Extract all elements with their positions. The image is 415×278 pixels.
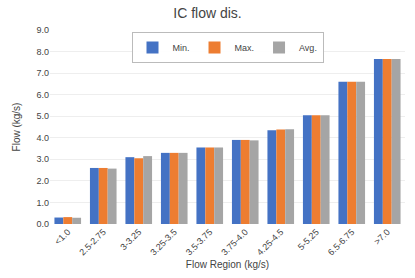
svg-text:Max.: Max. xyxy=(235,43,255,53)
svg-text:3.5-3.75: 3.5-3.75 xyxy=(184,227,214,257)
svg-text:2.0: 2.0 xyxy=(36,176,49,186)
svg-text:1.0: 1.0 xyxy=(36,198,49,208)
svg-text:<1.0: <1.0 xyxy=(53,227,73,247)
svg-text:9.0: 9.0 xyxy=(36,25,49,35)
svg-text:3.25-3.5: 3.25-3.5 xyxy=(148,227,178,257)
svg-text:Flow (kg/s): Flow (kg/s) xyxy=(11,103,22,152)
svg-text:Min.: Min. xyxy=(173,43,190,53)
svg-text:6.5-6.75: 6.5-6.75 xyxy=(326,227,356,257)
svg-text:6.0: 6.0 xyxy=(36,90,49,100)
svg-text:8.0: 8.0 xyxy=(36,47,49,57)
svg-text:>7.0: >7.0 xyxy=(372,227,392,247)
svg-text:4.25-4.5: 4.25-4.5 xyxy=(255,227,285,257)
svg-text:5-5.25: 5-5.25 xyxy=(296,227,321,252)
svg-text:7.0: 7.0 xyxy=(36,68,49,78)
svg-text:3-3.25: 3-3.25 xyxy=(118,227,143,252)
svg-text:3.0: 3.0 xyxy=(36,154,49,164)
svg-text:2.5-2.75: 2.5-2.75 xyxy=(77,227,107,257)
svg-text:Avg.: Avg. xyxy=(299,43,317,53)
svg-text:3.75-4.0: 3.75-4.0 xyxy=(219,227,249,257)
svg-text:5.0: 5.0 xyxy=(36,111,49,121)
svg-text:IC flow dis.: IC flow dis. xyxy=(173,5,241,21)
svg-text:0.0: 0.0 xyxy=(36,219,49,229)
svg-text:Flow Region (kg/s): Flow Region (kg/s) xyxy=(186,259,269,270)
svg-text:4.0: 4.0 xyxy=(36,133,49,143)
